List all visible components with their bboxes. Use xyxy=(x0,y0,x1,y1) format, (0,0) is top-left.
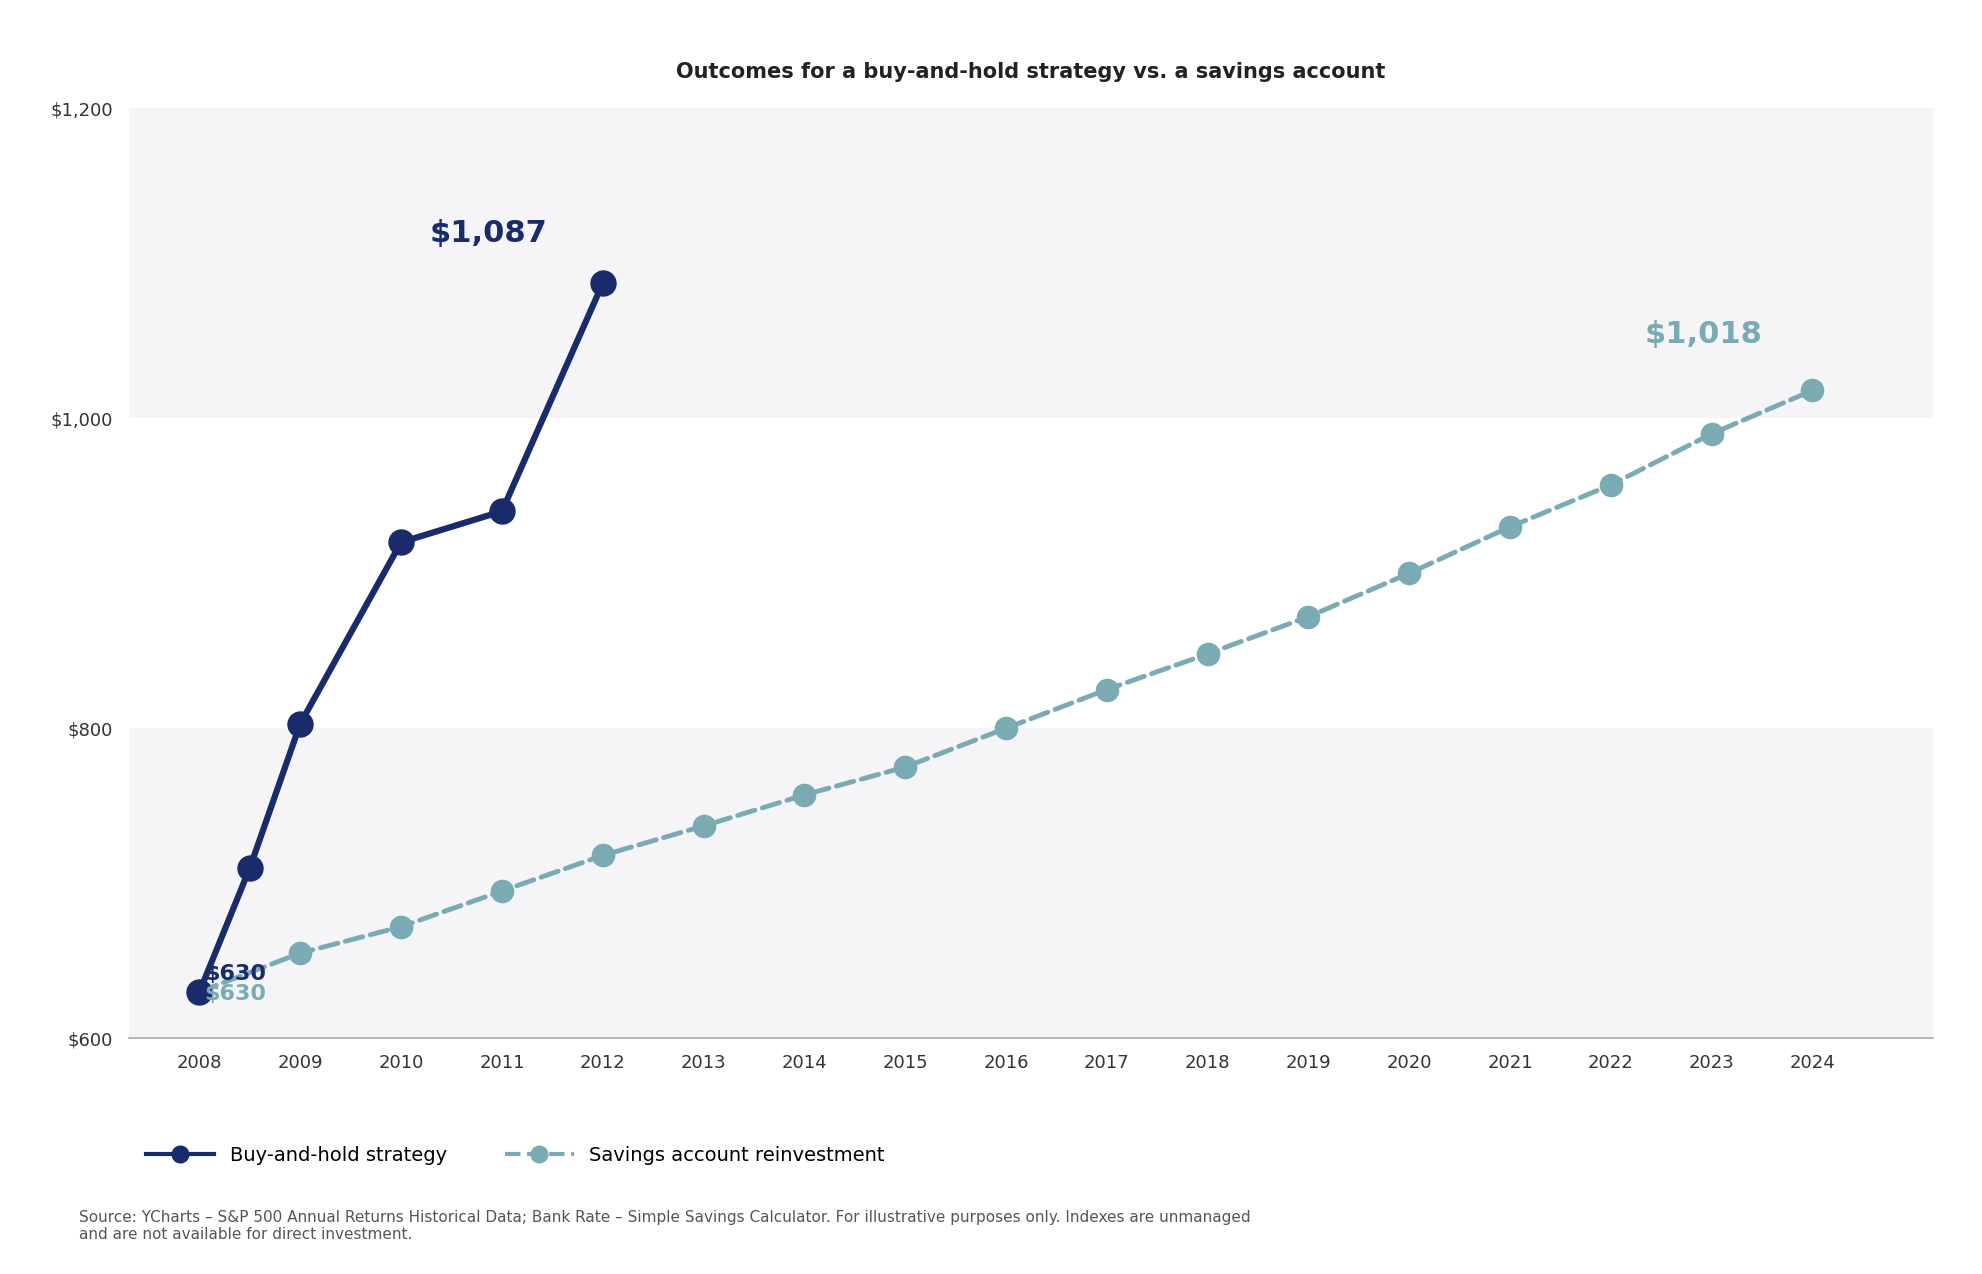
Text: $1,087: $1,087 xyxy=(430,219,547,247)
Text: Source: YCharts – S&P 500 Annual Returns Historical Data; Bank Rate – Simple Sav: Source: YCharts – S&P 500 Annual Returns… xyxy=(79,1210,1251,1242)
Bar xyxy=(129,108,1932,418)
Text: $630: $630 xyxy=(204,984,266,1004)
Bar xyxy=(129,729,1932,1038)
Bar xyxy=(129,418,1932,729)
Text: $1,018: $1,018 xyxy=(1643,320,1762,349)
Text: $630: $630 xyxy=(204,964,266,984)
Legend: Buy-and-hold strategy, Savings account reinvestment: Buy-and-hold strategy, Savings account r… xyxy=(139,1138,892,1173)
Title: Outcomes for a buy-and-hold strategy vs. a savings account: Outcomes for a buy-and-hold strategy vs.… xyxy=(676,61,1385,82)
